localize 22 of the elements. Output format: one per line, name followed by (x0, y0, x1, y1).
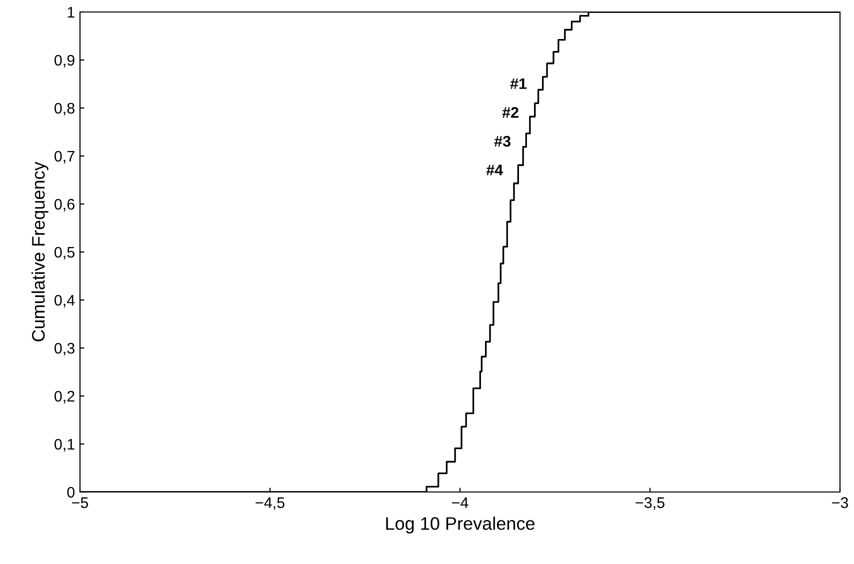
y-tick-label: 0,2 (54, 390, 74, 404)
y-tick-label: 0 (67, 486, 75, 498)
y-tick-label: 1 (68, 7, 74, 18)
y-tick-label: 0,4 (54, 294, 75, 308)
y-tick-label: 0,6 (54, 198, 74, 212)
annotation: #2 (502, 107, 518, 118)
y-tick-label: 0,9 (54, 54, 74, 68)
x-axis-title: Log 10 Prevalence (386, 516, 534, 534)
x-tick-label: −3,5 (636, 497, 664, 510)
x-tick-label: −4,5 (256, 497, 284, 510)
annotation: #4 (486, 164, 503, 176)
y-tick-label: 0,1 (54, 438, 74, 452)
x-tick-label: −5 (72, 497, 88, 508)
annotation: #3 (494, 136, 511, 147)
x-tick-label: −3 (832, 497, 848, 508)
annotation: #1 (510, 78, 527, 89)
y-tick-label: 0,3 (54, 342, 74, 356)
x-tick-label: −4 (452, 497, 468, 508)
y-tick-label: 0,5 (54, 246, 74, 260)
y-tick-label: 0,8 (54, 102, 74, 116)
y-axis-title: Cumulative Frequency (32, 162, 48, 342)
y-tick-label: 0,7 (54, 150, 74, 164)
